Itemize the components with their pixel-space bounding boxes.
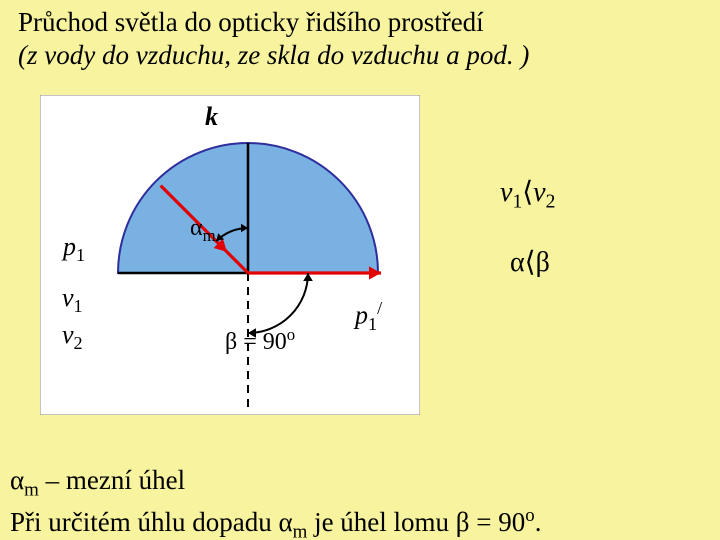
label-alpha-m: αm bbox=[190, 215, 216, 246]
relation-v1-v2: v1⟨v2 bbox=[500, 175, 555, 214]
page-title: Průchod světla do opticky řidšího prostř… bbox=[18, 6, 484, 40]
footer-text: αm – mezní úhel Při určitém úhlu dopadu … bbox=[10, 462, 541, 540]
page-subtitle: (z vody do vzduchu, ze skla do vzduchu a… bbox=[18, 40, 529, 71]
diagram-svg bbox=[40, 95, 420, 415]
refraction-diagram: k p1 v1 v2 αm β = 90o p1/ bbox=[40, 95, 420, 415]
label-v2: v2 bbox=[62, 320, 83, 354]
label-beta-90: β = 90o bbox=[225, 325, 295, 356]
label-v1: v1 bbox=[62, 283, 83, 317]
relation-alpha-beta: α⟨β bbox=[510, 245, 550, 279]
label-k: k bbox=[205, 102, 218, 132]
label-p1: p1 bbox=[63, 232, 85, 266]
footer-line-2: Při určitém úhlu dopadu αm je úhel lomu … bbox=[10, 503, 541, 540]
label-p1-prime: p1/ bbox=[355, 298, 382, 335]
footer-line-1: αm – mezní úhel bbox=[10, 462, 541, 503]
